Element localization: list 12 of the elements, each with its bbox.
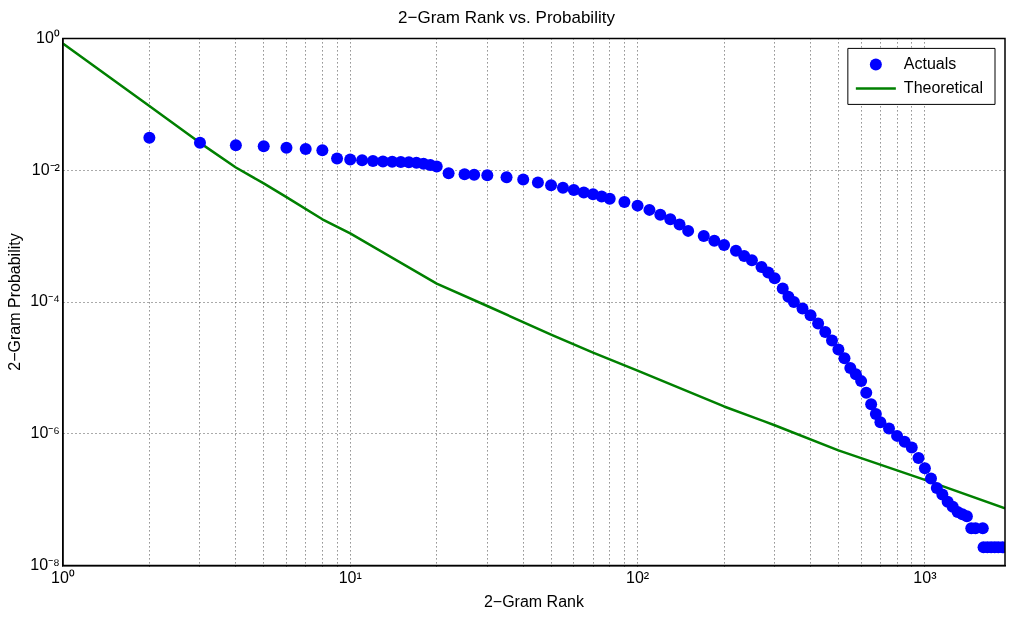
legend-label: Theoretical [903, 78, 984, 96]
y-tick-label: 10⁻⁶ [30, 424, 60, 442]
y-tick-label: 10⁻⁴ [30, 292, 60, 310]
y-axis-title: 2−Gram Probability [6, 233, 24, 371]
x-axis-title: 2−Gram Rank [483, 592, 585, 610]
x-tick-label: 10¹ [338, 568, 362, 586]
chart-title: 2−Gram Rank vs. Probability [398, 7, 616, 27]
y-tick-label: 10⁻² [31, 160, 61, 178]
x-tick-label: 10² [626, 568, 650, 586]
legend-label: Actuals [903, 54, 957, 72]
y-tick-label: 10⁰ [36, 28, 60, 46]
x-tick-label: 10³ [913, 568, 938, 586]
